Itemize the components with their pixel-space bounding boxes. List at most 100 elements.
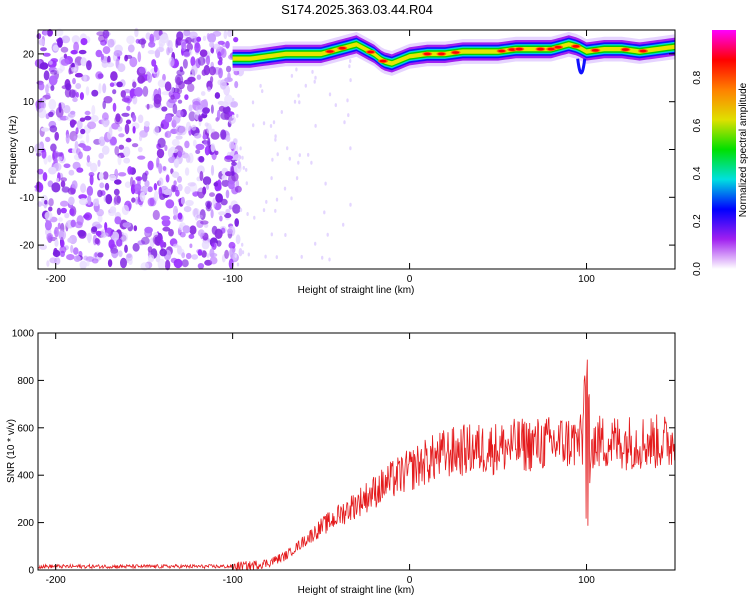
noise-blob: [220, 198, 228, 206]
noise-blob: [168, 228, 174, 237]
noise-blob: [97, 252, 104, 258]
noise-blob: [109, 82, 115, 87]
noise-blob: [232, 204, 241, 214]
noise-blob: [334, 103, 337, 108]
noise-blob: [112, 89, 117, 95]
noise-blob: [137, 51, 142, 63]
noise-blob: [189, 243, 193, 249]
noise-blob: [121, 112, 130, 117]
noise-blob: [109, 174, 117, 182]
noise-blob: [94, 237, 100, 245]
noise-blob: [85, 86, 90, 96]
noise-blob: [241, 250, 245, 255]
colorbar-ticks: 0.0 0.2 0.4 0.6 0.8: [692, 70, 703, 276]
noise-blob: [162, 226, 171, 232]
y-tick-label: -20: [20, 241, 35, 252]
noise-blob: [159, 239, 165, 248]
snr-frame: [37, 332, 676, 571]
noise-blob: [153, 93, 162, 105]
y-tick-label: 10: [23, 97, 35, 108]
noise-blob: [210, 131, 220, 140]
noise-blob: [98, 136, 106, 145]
noise-blob: [252, 123, 255, 128]
x-tick-label: 0: [407, 274, 413, 285]
noise-blob: [218, 211, 226, 216]
noise-blob: [290, 73, 294, 78]
y-tick-label: 200: [17, 518, 34, 529]
noise-blob: [86, 195, 92, 206]
noise-blob: [217, 40, 225, 45]
noise-blob: [107, 38, 115, 48]
noise-blob: [177, 212, 183, 220]
noise-blob: [39, 62, 49, 70]
ridge-peak: [547, 47, 555, 51]
snr-series-line: [37, 359, 675, 572]
noise-blob: [203, 64, 210, 76]
noise-blob: [177, 99, 183, 104]
noise-blob: [68, 169, 75, 176]
noise-blob: [88, 172, 95, 177]
noise-blob: [123, 95, 133, 104]
colorbar-gradient: [712, 30, 736, 269]
noise-blob: [52, 249, 61, 258]
noise-blob: [137, 146, 143, 153]
noise-blob: [36, 152, 42, 157]
noise-blob: [197, 114, 202, 122]
colorbar: 0.0 0.2 0.4 0.6 0.8 Normalized spectral ampl…: [692, 30, 749, 276]
noise-blob: [233, 154, 242, 161]
noise-blob: [275, 197, 279, 202]
noise-blob: [63, 163, 71, 169]
noise-blob: [184, 140, 190, 149]
noise-blob: [165, 174, 170, 183]
noise-blob: [216, 109, 221, 121]
noise-blob: [210, 209, 214, 219]
noise-blob: [132, 242, 140, 252]
noise-blob: [225, 189, 230, 199]
noise-blob: [45, 84, 49, 95]
noise-blob: [35, 182, 44, 193]
noise-blob: [122, 232, 129, 242]
noise-blob: [122, 222, 132, 228]
noise-blob: [110, 71, 118, 82]
noise-blob: [164, 81, 172, 92]
colorbar-label: Normalized spectral amplitude: [738, 82, 749, 217]
noise-blob: [137, 155, 146, 160]
noise-blob: [95, 49, 103, 58]
noise-blob: [165, 199, 175, 209]
noise-blob: [154, 125, 160, 136]
noise-blob: [187, 182, 196, 187]
noise-blob: [264, 254, 267, 259]
noise-blob: [102, 83, 107, 94]
noise-blob: [73, 255, 81, 262]
noise-blob: [220, 48, 227, 58]
noise-blob: [48, 75, 58, 86]
y-tick-label: 800: [17, 376, 34, 387]
noise-blob: [158, 163, 163, 174]
noise-blob: [188, 104, 193, 112]
noise-blob: [230, 101, 239, 108]
spectrogram-y-ticks: -20 -10 0 10 20: [20, 49, 675, 252]
noise-blob: [73, 135, 77, 141]
noise-blob: [183, 29, 191, 37]
noise-blob: [118, 250, 123, 257]
noise-blob: [232, 226, 235, 231]
noise-blob: [346, 98, 349, 103]
noise-blob: [297, 93, 300, 98]
noise-blob: [98, 172, 104, 181]
noise-blob: [113, 188, 120, 196]
noise-blob: [40, 47, 47, 52]
noise-blob: [218, 105, 225, 112]
noise-blob: [65, 133, 70, 144]
noise-blob: [157, 79, 167, 88]
noise-blob: [68, 67, 72, 75]
noise-blob: [298, 153, 301, 158]
noise-blob: [160, 123, 164, 129]
noise-blob: [48, 166, 57, 175]
noise-blob: [60, 239, 65, 248]
noise-blob: [175, 40, 179, 48]
spectrogram-y-label: Frequency (Hz): [8, 116, 19, 185]
noise-blob: [40, 127, 50, 132]
noise-blob: [234, 253, 237, 258]
noise-blob: [210, 76, 214, 84]
noise-blob: [184, 94, 189, 100]
